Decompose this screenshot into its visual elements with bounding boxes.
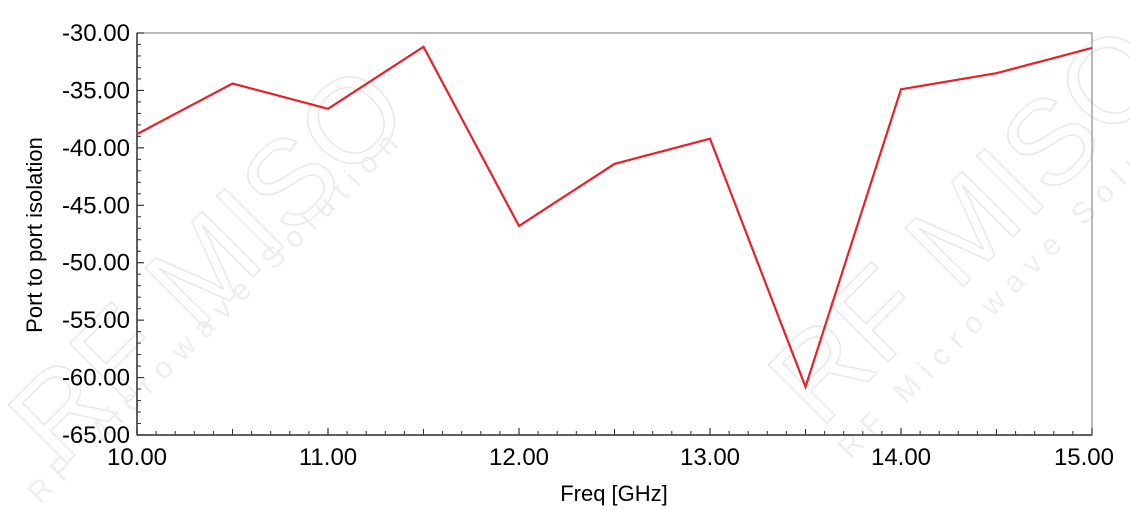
y-tick-label: -40.00 bbox=[62, 135, 130, 162]
y-tick-label: -60.00 bbox=[62, 365, 130, 392]
series-layer bbox=[136, 45, 1093, 391]
y-tick-label: -30.00 bbox=[62, 20, 130, 47]
x-tick-label: 12.00 bbox=[489, 444, 549, 471]
y-axis-title: Port to port isolation bbox=[22, 137, 47, 333]
x-axis-ticks: 10.00 11.00 12.00 13.00 14.00 15.00 bbox=[107, 428, 1114, 471]
x-tick-label: 14.00 bbox=[871, 444, 931, 471]
series-line bbox=[136, 45, 1093, 391]
y-axis-ticks: -30.00 -35.00 -40.00 -45.00 -50.00 -55.00 -60.… bbox=[62, 20, 144, 449]
x-axis-title: Freq [GHz] bbox=[560, 481, 668, 506]
y-tick-label: -35.00 bbox=[62, 77, 130, 104]
y-tick-label: -65.00 bbox=[62, 422, 130, 449]
x-tick-label: 15.00 bbox=[1054, 444, 1114, 471]
x-tick-label: 13.00 bbox=[680, 444, 740, 471]
x-tick-label: 10.00 bbox=[107, 444, 167, 471]
y-tick-label: -50.00 bbox=[62, 250, 130, 277]
x-tick-label: 11.00 bbox=[299, 444, 357, 471]
y-tick-label: -55.00 bbox=[62, 307, 130, 334]
y-tick-label: -45.00 bbox=[62, 192, 130, 219]
